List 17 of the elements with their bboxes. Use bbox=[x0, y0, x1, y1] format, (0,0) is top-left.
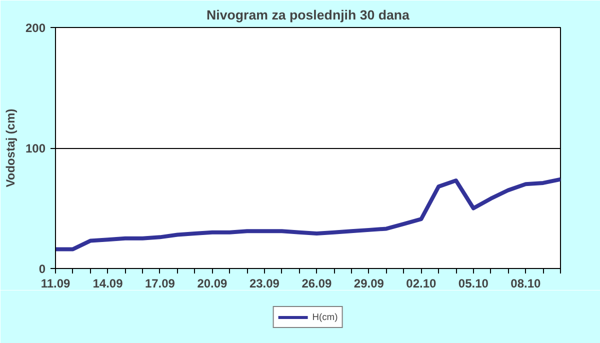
y-tick-label: 200 bbox=[25, 21, 46, 35]
x-tick-label: 23.09 bbox=[249, 276, 280, 290]
x-tick-label: 20.09 bbox=[197, 276, 228, 290]
x-tick-label: 29.09 bbox=[354, 276, 384, 290]
y-tick-label: 100 bbox=[25, 142, 46, 156]
legend-label: H(cm) bbox=[312, 310, 338, 322]
y-axis-title: Vodostaj (cm) bbox=[3, 108, 18, 188]
x-tick-label: 11.09 bbox=[40, 276, 71, 290]
x-tick-label: 17.09 bbox=[144, 276, 176, 290]
x-tick-label: 26.09 bbox=[302, 276, 332, 290]
chart-title: Nivogram za poslednjih 30 dana bbox=[206, 8, 410, 22]
line-series bbox=[56, 177, 560, 252]
y-tick-label: 0 bbox=[38, 262, 46, 276]
x-tick-label: 02.10 bbox=[406, 276, 437, 290]
x-tick-label: 08.10 bbox=[510, 276, 542, 290]
x-tick-label: 05.10 bbox=[458, 276, 489, 290]
x-tick-label: 14.09 bbox=[92, 276, 124, 290]
